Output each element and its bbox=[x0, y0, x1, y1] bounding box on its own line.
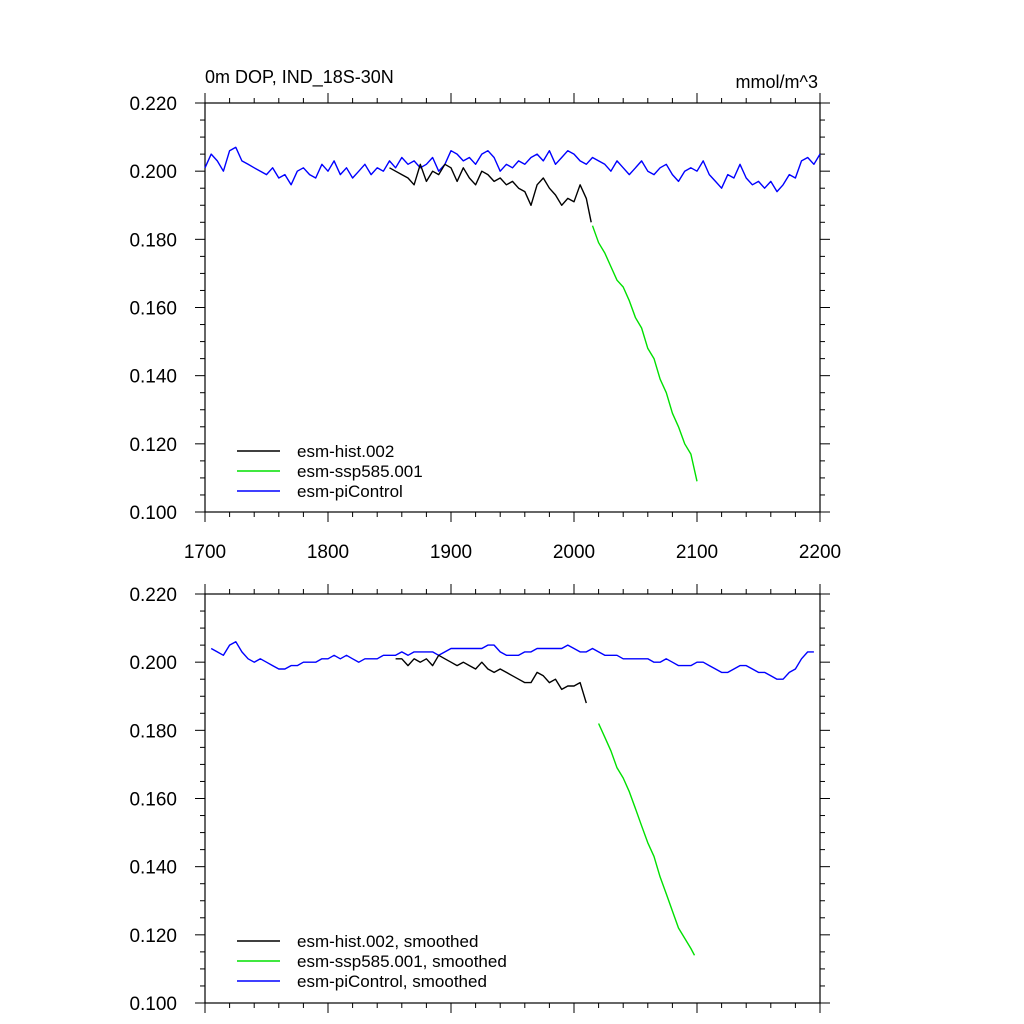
series-line bbox=[210, 641, 814, 680]
legend-label: esm-piControl bbox=[297, 482, 403, 501]
y-tick-label: 0.140 bbox=[129, 858, 177, 879]
series-line bbox=[389, 163, 592, 223]
y-tick-label: 0.120 bbox=[129, 926, 177, 947]
chart-title: 0m DOP, IND_18S-30N bbox=[205, 67, 394, 88]
legend-label: esm-ssp585.001 bbox=[297, 462, 423, 481]
y-tick-label: 0.160 bbox=[129, 299, 177, 320]
y-tick-label: 0.180 bbox=[129, 230, 177, 251]
x-tick-label: 1800 bbox=[307, 542, 349, 563]
x-tick-label: 1700 bbox=[184, 542, 226, 563]
x-tick-label: 1900 bbox=[430, 542, 472, 563]
legend-label: esm-piControl, smoothed bbox=[297, 972, 487, 991]
y-tick-label: 0.160 bbox=[129, 790, 177, 811]
y-tick-label: 0.220 bbox=[129, 585, 177, 606]
x-tick-label: 2100 bbox=[676, 542, 718, 563]
y-tick-label: 0.100 bbox=[129, 994, 177, 1015]
y-tick-label: 0.200 bbox=[129, 653, 177, 674]
y-tick-label: 0.200 bbox=[129, 162, 177, 183]
series-line bbox=[591, 225, 698, 482]
legend-label: esm-hist.002 bbox=[297, 442, 394, 461]
y-tick-label: 0.120 bbox=[129, 435, 177, 456]
x-tick-label: 2000 bbox=[553, 542, 595, 563]
y-tick-label: 0.140 bbox=[129, 367, 177, 388]
series-line bbox=[204, 146, 821, 193]
y-tick-label: 0.100 bbox=[129, 503, 177, 524]
legend-label: esm-ssp585.001, smoothed bbox=[297, 952, 507, 971]
top-panel: 0.100 0.120 0.140 0.160 0.180 0.200 0.220 1700 1… bbox=[129, 67, 841, 563]
series-line bbox=[597, 723, 696, 956]
y-tick-label: 0.220 bbox=[129, 94, 177, 115]
bottom-panel: 0.100 0.120 0.140 0.160 0.180 0.200 0.220 esm-h… bbox=[129, 584, 830, 1015]
series-line bbox=[395, 654, 587, 704]
x-tick-label: 2200 bbox=[799, 542, 841, 563]
y-tick-label: 0.180 bbox=[129, 721, 177, 742]
legend-label: esm-hist.002, smoothed bbox=[297, 932, 478, 951]
units-label: mmol/m^3 bbox=[736, 72, 818, 92]
